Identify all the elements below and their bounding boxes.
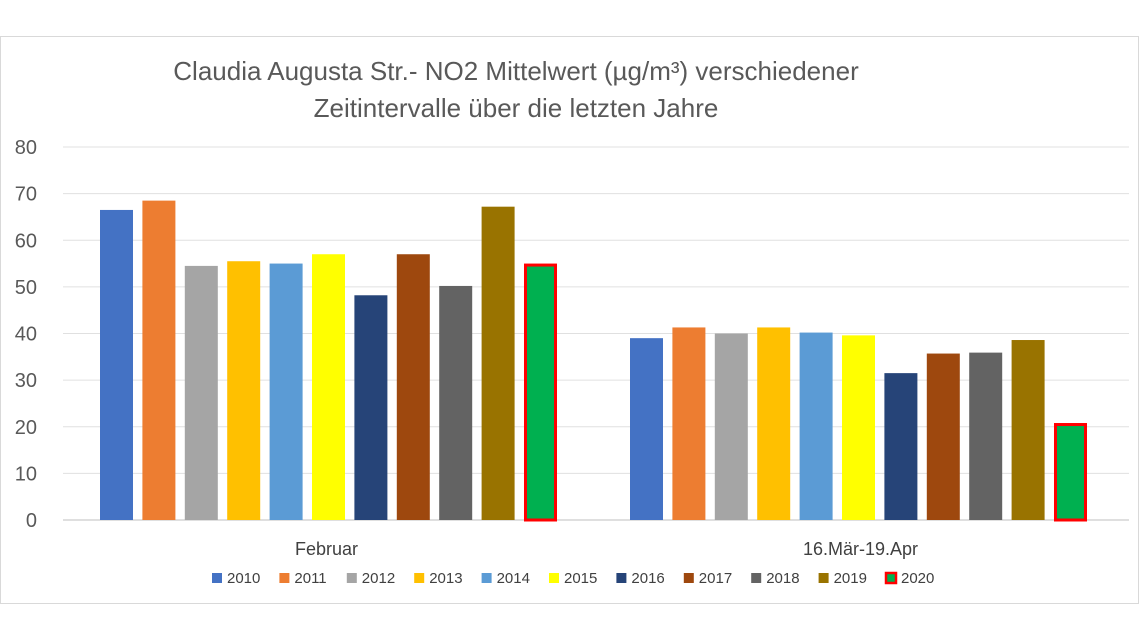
legend-swatch-2014: [481, 573, 492, 583]
bar-2011-februar: [142, 200, 176, 520]
bar-2014-maerz-april: [799, 332, 833, 520]
bar-2011-maerz-april: [672, 327, 706, 520]
y-tick-label: 20: [15, 417, 37, 439]
bar-2010-februar: [100, 209, 133, 520]
legend-swatch-2018: [751, 573, 762, 583]
y-axis-tick-labels: 0 10 20 30 40 50 60 70 80: [15, 137, 37, 532]
x-category-label: Februar: [295, 539, 358, 559]
bar-2019-maerz-april: [1011, 340, 1045, 520]
legend-swatch-2017: [683, 573, 694, 583]
chart-title: Claudia Augusta Str.- NO2 Mittelwert (µg…: [173, 56, 859, 123]
bar-2016-maerz-april: [884, 373, 918, 520]
bar-2012-februar: [184, 265, 218, 520]
y-tick-label: 0: [26, 510, 37, 532]
legend-label-2017: 2017: [699, 570, 732, 587]
bar-2013-februar: [227, 261, 261, 520]
legend-label-2012: 2012: [362, 570, 395, 587]
legend-swatch-2019: [818, 573, 829, 583]
legend-label-2013: 2013: [429, 570, 462, 587]
bars: [100, 200, 1087, 522]
chart-title-line-1: Claudia Augusta Str.- NO2 Mittelwert (µg…: [173, 56, 859, 86]
legend-swatch-2020: [884, 571, 898, 585]
legend-label-2014: 2014: [497, 570, 530, 587]
legend-label-2011: 2011: [294, 570, 326, 587]
y-tick-label: 30: [15, 370, 37, 392]
bar-2018-maerz-april: [969, 352, 1003, 520]
bar-2014-februar: [269, 263, 303, 520]
bar-2017-februar: [396, 254, 430, 521]
bar-2012-maerz-april: [714, 333, 748, 520]
legend-label-2019: 2019: [834, 570, 867, 587]
y-tick-label: 80: [15, 137, 37, 159]
bar-2015-februar: [312, 254, 345, 521]
legend: 2010 2011 2012 2013 2014 2015 2016 2017 2018 2019…: [212, 570, 934, 587]
legend-swatch-2016: [616, 573, 627, 583]
legend-swatch-2012: [346, 573, 357, 583]
legend-label-2018: 2018: [766, 570, 799, 587]
y-tick-label: 60: [15, 230, 37, 252]
bar-chart: Claudia Augusta Str.- NO2 Mittelwert (µg…: [15, 56, 1129, 587]
legend-label-2010: 2010: [227, 570, 260, 587]
bar-2013-maerz-april: [757, 327, 791, 520]
gridlines: [63, 146, 1129, 521]
legend-label-2020: 2020: [901, 570, 934, 587]
bar-2019-februar: [481, 206, 515, 520]
chart-frame: Claudia Augusta Str.- NO2 Mittelwert (µg…: [0, 36, 1139, 604]
x-category-label: 16.Mär-19.Apr: [803, 539, 918, 559]
chart-title-line-2: Zeitintervalle über die letzten Jahre: [314, 93, 719, 123]
bar-2010-maerz-april: [630, 338, 663, 520]
y-tick-label: 40: [15, 324, 37, 346]
x-axis-category-labels: Februar 16.Mär-19.Apr: [295, 539, 918, 559]
legend-label-2016: 2016: [631, 570, 664, 587]
legend-swatch-2013: [414, 573, 425, 583]
bar-2018-februar: [439, 285, 473, 520]
bar-2016-februar: [354, 295, 388, 520]
bar-2015-maerz-april: [842, 335, 875, 520]
bar-2017-maerz-april: [926, 353, 960, 520]
y-tick-label: 50: [15, 277, 37, 299]
y-tick-label: 10: [15, 463, 37, 485]
bar-2020-februar: [524, 263, 557, 522]
legend-swatch-2015: [549, 573, 559, 583]
legend-label-2015: 2015: [564, 570, 597, 587]
legend-swatch-2011: [279, 573, 290, 583]
legend-swatch-2010: [212, 573, 222, 583]
bar-2020-maerz-april: [1054, 423, 1087, 522]
y-tick-label: 70: [15, 184, 37, 206]
